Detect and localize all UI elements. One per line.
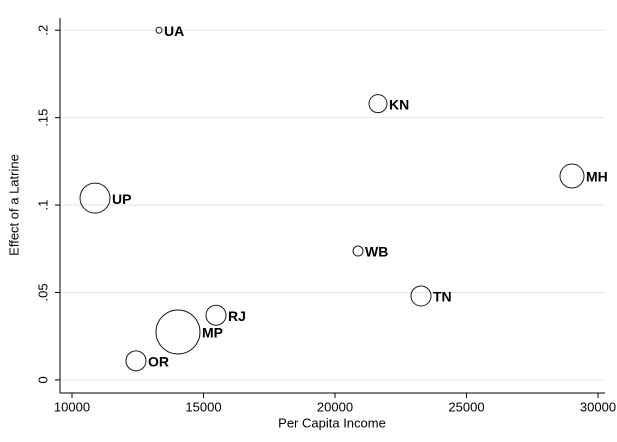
point-label: RJ (228, 308, 246, 324)
bubble (368, 94, 388, 114)
y-tick-label: .1 (35, 200, 50, 211)
point-label: UP (112, 191, 131, 207)
bubble (352, 245, 364, 257)
point-label: TN (433, 289, 452, 305)
y-tick-label: .2 (35, 25, 50, 36)
x-tick-label: 25000 (448, 399, 484, 414)
point-label: WB (365, 244, 388, 260)
bubble (125, 350, 147, 372)
y-axis-label: Effect of a Latrine (6, 154, 21, 256)
point-label: UA (164, 23, 184, 39)
y-tick-label: 0 (35, 376, 50, 383)
point-label: OR (148, 354, 169, 370)
x-tick-label: 10000 (54, 399, 90, 414)
y-tick-label: .05 (35, 283, 50, 301)
x-tick-label: 15000 (185, 399, 221, 414)
x-tick-label: 20000 (317, 399, 353, 414)
bubble (559, 163, 585, 189)
bubble (155, 26, 163, 34)
y-tick-label: .15 (35, 109, 50, 127)
point-label: MH (586, 169, 608, 185)
bubble (155, 309, 201, 355)
x-axis-label: Per Capita Income (278, 415, 386, 430)
point-label: KN (389, 96, 409, 112)
bubble (205, 304, 227, 326)
point-label: MP (202, 325, 223, 341)
bubble (410, 285, 432, 307)
x-tick-label: 30000 (580, 399, 616, 414)
bubble (79, 182, 111, 214)
